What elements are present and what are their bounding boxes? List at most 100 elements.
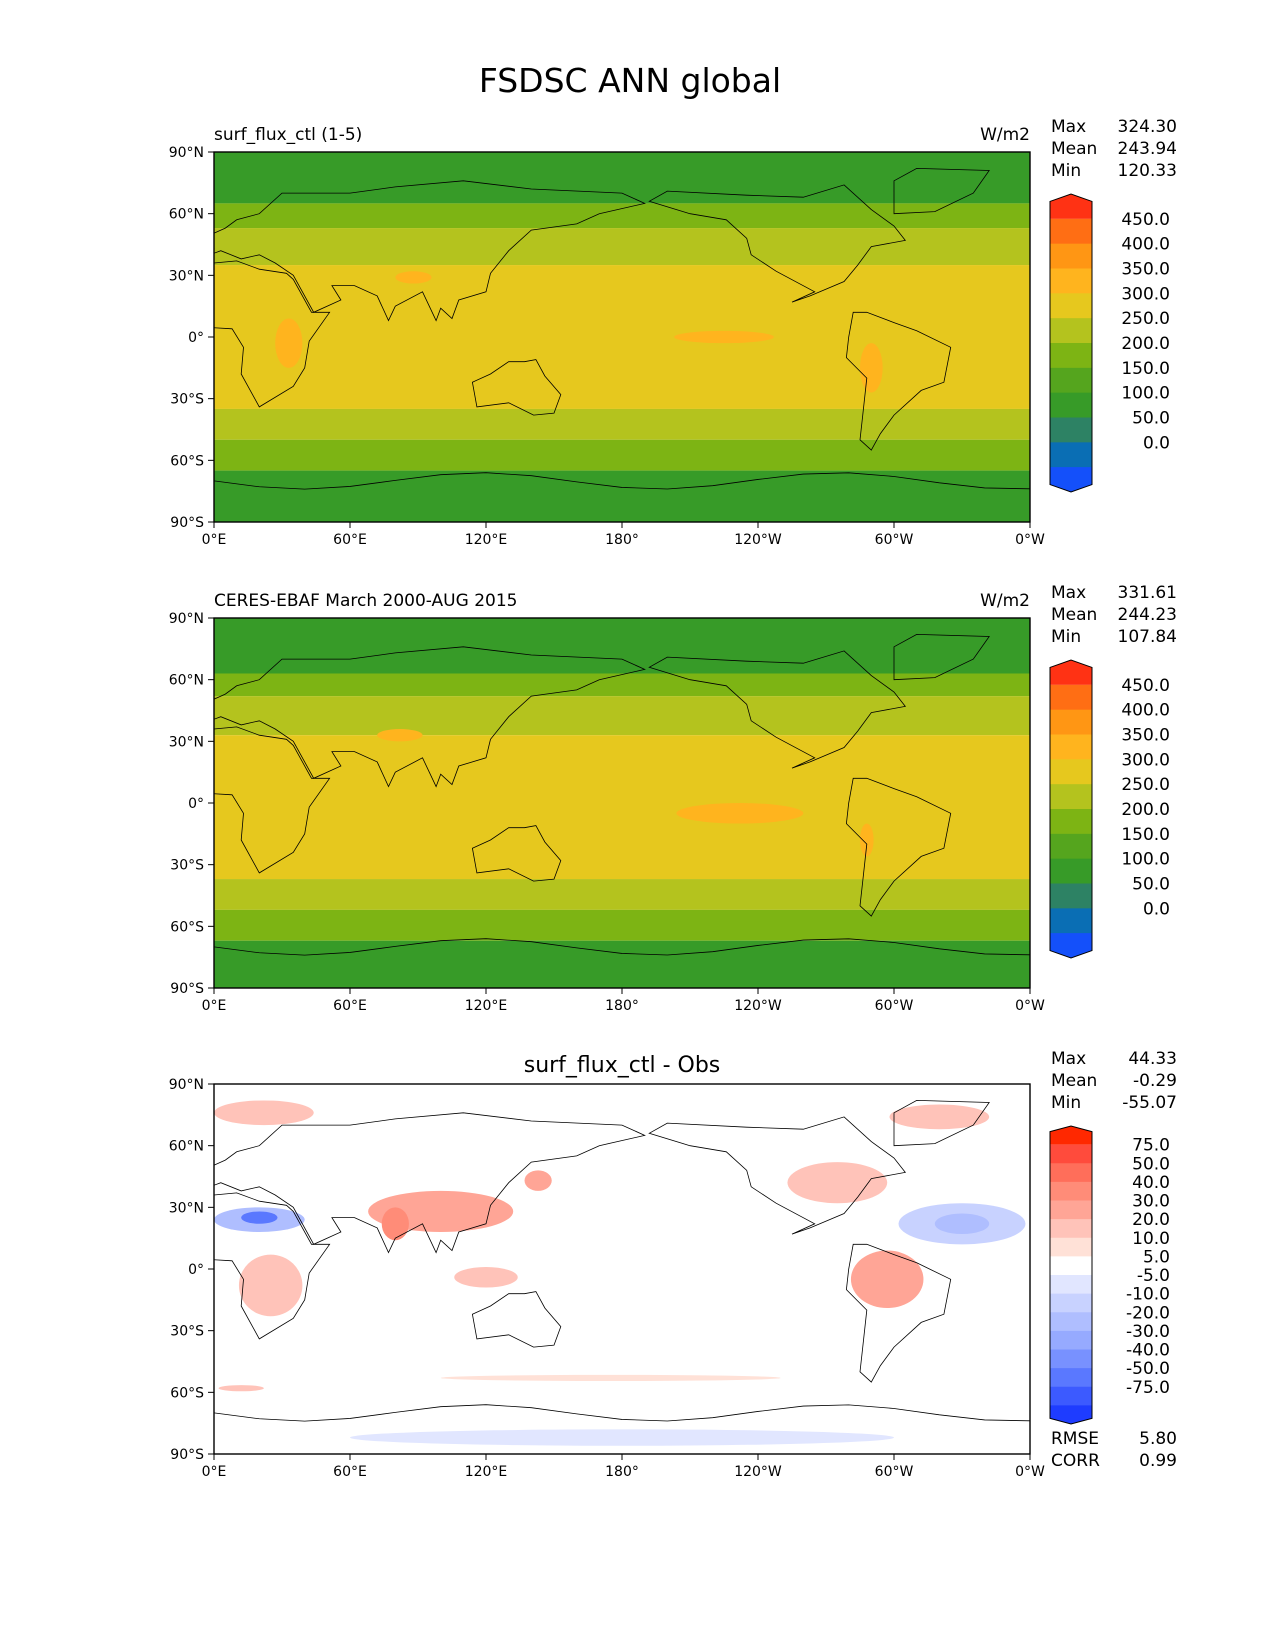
stat-label: CORR xyxy=(1051,1451,1100,1471)
x-tick-label: 60°E xyxy=(333,998,367,1014)
field-anomaly xyxy=(214,1100,314,1126)
x-tick-label: 180° xyxy=(605,532,639,548)
y-tick-label: 0° xyxy=(188,330,204,346)
coastline xyxy=(648,1116,907,1235)
colorbar-outline xyxy=(1049,659,1093,959)
field-anomaly xyxy=(934,1213,990,1235)
y-tick-label: 90°N xyxy=(169,145,204,161)
field-band xyxy=(214,228,1030,266)
colorbar-segment xyxy=(1050,1368,1092,1388)
colorbar-segment xyxy=(1050,293,1092,319)
field-band xyxy=(214,408,1030,440)
field-band xyxy=(214,618,1030,674)
x-tick-label: 120°E xyxy=(465,998,508,1014)
colorbar-label: 30.0 xyxy=(1132,1192,1170,1212)
field-band xyxy=(214,735,1030,880)
colorbar-segment xyxy=(1050,1386,1092,1406)
y-tick-label: 90°N xyxy=(169,611,204,627)
colorbar-segment xyxy=(1050,908,1092,934)
stat-label: Max xyxy=(1051,583,1086,603)
colorbar-segment xyxy=(1050,833,1092,860)
stat-value: 107.84 xyxy=(1118,627,1177,647)
colorbar-segment xyxy=(1050,809,1092,835)
colorbar-label: 350.0 xyxy=(1121,726,1170,746)
y-tick-label: 0° xyxy=(188,796,204,812)
panel-title: surf_flux_ctl - Obs xyxy=(524,1053,721,1078)
field-anomaly xyxy=(676,803,804,824)
field-anomaly xyxy=(787,1162,888,1204)
field-anomaly xyxy=(238,1254,303,1317)
colorbar-label: 50.0 xyxy=(1132,1154,1170,1174)
colorbar-outline xyxy=(1049,1125,1093,1425)
colorbar-label: -10.0 xyxy=(1126,1285,1170,1305)
field-anomaly xyxy=(350,1429,894,1446)
colorbar-label: 150.0 xyxy=(1121,825,1170,845)
colorbar-label: 450.0 xyxy=(1121,676,1170,696)
field-band xyxy=(214,265,1030,409)
x-tick-label: 0°W xyxy=(1015,998,1045,1014)
stat-value: 331.61 xyxy=(1118,583,1177,603)
stat-value: -55.07 xyxy=(1122,1093,1177,1113)
colorbar-label: -75.0 xyxy=(1126,1378,1170,1398)
coastline xyxy=(648,184,907,303)
colorbar-label: 50.0 xyxy=(1132,409,1170,429)
colorbar-segment xyxy=(1050,1237,1092,1257)
panel-title: surf_flux_ctl (1-5) xyxy=(214,125,362,145)
colorbar-segment xyxy=(1050,858,1092,884)
field-anomaly xyxy=(377,729,423,742)
y-tick-label: 60°S xyxy=(170,1385,204,1401)
field-band xyxy=(214,909,1030,941)
stat-label: Mean xyxy=(1051,139,1097,159)
colorbar-segment xyxy=(1050,684,1092,711)
y-tick-label: 90°S xyxy=(170,515,204,531)
stat-label: Min xyxy=(1051,1093,1081,1113)
x-tick-label: 0°W xyxy=(1015,532,1045,548)
colorbar-segment xyxy=(1050,734,1092,760)
coastline xyxy=(214,1112,646,1254)
colorbar-label: -30.0 xyxy=(1126,1322,1170,1342)
colorbar-segment xyxy=(1050,1330,1092,1350)
stat-label: Max xyxy=(1051,1049,1086,1069)
stat-label: Mean xyxy=(1051,605,1097,625)
colorbar-label: 200.0 xyxy=(1121,800,1170,820)
colorbar-label: 450.0 xyxy=(1121,210,1170,230)
colorbar-extend-max xyxy=(1050,660,1092,685)
colorbar-segment xyxy=(1050,218,1092,245)
colorbar-label: -20.0 xyxy=(1126,1303,1170,1323)
field-anomaly xyxy=(524,1170,552,1191)
x-tick-label: 60°W xyxy=(875,532,914,548)
stat-label: Min xyxy=(1051,161,1081,181)
field-anomaly xyxy=(674,330,774,344)
y-tick-label: 30°N xyxy=(169,1200,204,1216)
stat-label: RMSE xyxy=(1051,1429,1099,1449)
colorbar-label: 400.0 xyxy=(1121,235,1170,255)
figure-title: FSDSC ANN global xyxy=(479,61,781,100)
colorbar-label: 20.0 xyxy=(1132,1210,1170,1230)
colorbar-segment xyxy=(1050,1312,1092,1332)
stat-value: -0.29 xyxy=(1133,1071,1177,1091)
panel-title: CERES-EBAF March 2000-AUG 2015 xyxy=(214,591,517,611)
coastline xyxy=(214,726,331,874)
colorbar-segment xyxy=(1050,1293,1092,1313)
coastline xyxy=(471,359,562,416)
field-anomaly xyxy=(860,343,883,393)
stat-value: 324.30 xyxy=(1118,117,1177,137)
field-anomaly xyxy=(218,1385,264,1392)
x-tick-label: 120°E xyxy=(465,1464,508,1480)
field-anomaly xyxy=(860,823,874,857)
y-tick-label: 60°S xyxy=(170,919,204,935)
colorbar-segment xyxy=(1050,1163,1092,1183)
colorbar-label: 40.0 xyxy=(1132,1173,1170,1193)
colorbar-label: 250.0 xyxy=(1121,309,1170,329)
colorbar-label: 75.0 xyxy=(1132,1136,1170,1156)
map-panel-1: 90°N 60°N 30°N 0° 30°S 60°S 90°S0°E 60°E 120°E 18… xyxy=(169,117,1177,548)
colorbar-segment xyxy=(1050,392,1092,418)
stat-value: 244.23 xyxy=(1118,605,1177,625)
colorbar-segment xyxy=(1050,759,1092,785)
colorbar-segment xyxy=(1050,1181,1092,1201)
colorbar-label: -50.0 xyxy=(1126,1359,1170,1379)
field-anomaly xyxy=(454,1266,518,1288)
x-tick-label: 0°W xyxy=(1015,1464,1045,1480)
colorbar-segment xyxy=(1050,1144,1092,1164)
